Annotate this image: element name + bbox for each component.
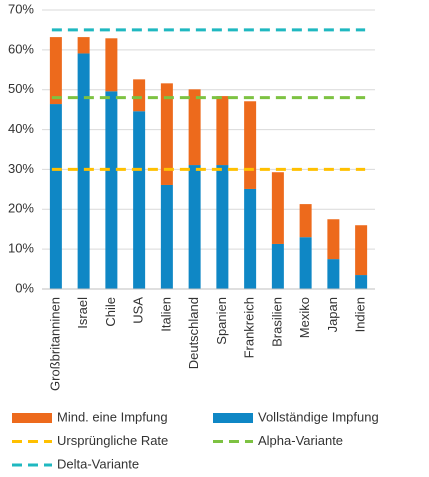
bar-segment (49, 37, 62, 105)
legend-label: Vollständige Impfung (258, 409, 379, 424)
bar-segment (216, 165, 229, 289)
bar-segment (133, 79, 146, 112)
bar-segment (188, 165, 201, 289)
x-tick-label: Israel (75, 297, 90, 329)
legend-swatch (213, 413, 253, 423)
legend-label: Mind. eine Impfung (57, 409, 168, 424)
x-tick-label: Spanien (214, 297, 229, 345)
y-tick-label: 30% (8, 161, 34, 176)
bar-segment (244, 188, 257, 289)
x-tick-label: Indien (353, 297, 368, 332)
bar-segment (77, 53, 90, 289)
y-tick-label: 0% (15, 280, 34, 295)
bar-segment (327, 259, 340, 289)
x-tick-label: USA (131, 297, 146, 324)
bar-segment (271, 243, 284, 289)
bar-segment (299, 237, 312, 289)
bar-segment (188, 89, 201, 166)
bar-segment (105, 38, 118, 92)
x-tick-label: Brasilien (269, 297, 284, 347)
bar-segment (271, 172, 284, 244)
bar-segment (244, 101, 257, 189)
bar-segment (77, 37, 90, 54)
bar-segment (105, 91, 118, 290)
x-tick-label: Japan (325, 297, 340, 332)
bar-segment (355, 275, 368, 289)
x-tick-label: Chile (103, 297, 118, 327)
legend-label: Ursprüngliche Rate (57, 433, 168, 448)
bar-segment (216, 96, 229, 166)
bar-segment (160, 184, 173, 289)
x-tick-label: Mexiko (297, 297, 312, 338)
x-tick-label: Italien (158, 297, 173, 332)
x-tick-label: Deutschland (186, 297, 201, 369)
bar-segment (299, 204, 312, 238)
x-tick-label: Großbritanninen (47, 297, 62, 391)
x-tick-label: Frankreich (242, 297, 257, 358)
bar-segment (160, 83, 173, 185)
y-tick-label: 50% (8, 81, 34, 96)
legend-swatch (12, 413, 52, 423)
bar-segment (133, 111, 146, 289)
bar-segment (327, 219, 340, 260)
y-tick-label: 70% (8, 1, 34, 16)
y-tick-label: 40% (8, 121, 34, 136)
bar-segment (355, 225, 368, 276)
y-tick-label: 60% (8, 41, 34, 56)
y-tick-label: 10% (8, 241, 34, 256)
legend-label: Delta-Variante (57, 456, 139, 471)
bar-segment (49, 104, 62, 289)
y-tick-label: 20% (8, 201, 34, 216)
legend-label: Alpha-Variante (258, 433, 343, 448)
